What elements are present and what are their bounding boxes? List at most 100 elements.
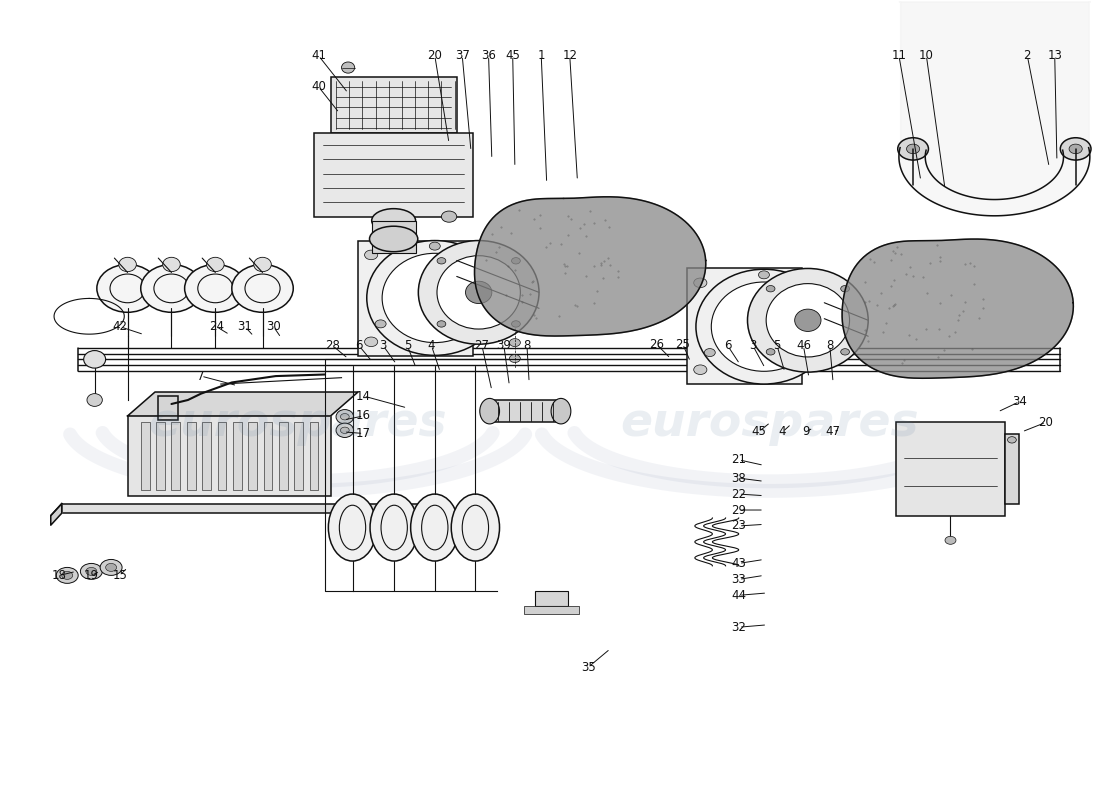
Bar [358,241,473,356]
Bar [331,77,456,133]
Ellipse shape [1069,144,1082,154]
Ellipse shape [336,423,353,438]
Text: 10: 10 [918,49,934,62]
Ellipse shape [551,398,571,424]
Ellipse shape [509,338,520,346]
Bar [895,422,1005,516]
Text: 17: 17 [356,427,371,440]
Text: 31: 31 [238,320,252,333]
Ellipse shape [480,398,499,424]
Text: 9: 9 [802,426,810,438]
Text: 6: 6 [724,339,732,352]
Text: 44: 44 [732,589,746,602]
Text: 15: 15 [112,569,128,582]
Bar [141,422,150,490]
Ellipse shape [767,284,849,357]
Ellipse shape [370,226,418,252]
Ellipse shape [704,349,715,357]
Bar [62,504,435,514]
Ellipse shape [62,571,73,579]
Ellipse shape [840,286,849,292]
Text: 1: 1 [538,49,544,62]
Text: 24: 24 [209,320,224,333]
Ellipse shape [1060,138,1091,160]
Bar [128,416,331,496]
Text: 28: 28 [326,339,340,352]
Text: 29: 29 [732,503,746,517]
Ellipse shape [372,209,416,233]
Text: 39: 39 [496,339,512,352]
Ellipse shape [906,144,920,154]
Ellipse shape [437,258,446,264]
Ellipse shape [794,309,821,331]
Text: 36: 36 [481,49,496,62]
Text: 27: 27 [474,339,490,352]
Ellipse shape [375,320,386,328]
Ellipse shape [509,354,520,362]
Text: 26: 26 [649,338,664,350]
Ellipse shape [759,271,769,279]
Bar [688,269,802,384]
Ellipse shape [80,563,102,579]
Text: 3: 3 [379,339,387,352]
Text: 4: 4 [428,339,436,352]
Text: 35: 35 [581,661,596,674]
Ellipse shape [748,269,868,372]
Text: 6: 6 [355,339,363,352]
Ellipse shape [370,494,418,561]
Text: 20: 20 [1038,416,1054,429]
Text: 47: 47 [826,426,840,438]
Ellipse shape [86,567,97,575]
Text: 11: 11 [891,49,906,62]
Bar [218,422,227,490]
Ellipse shape [141,265,202,312]
Ellipse shape [703,282,786,370]
Bar [1005,434,1019,505]
Ellipse shape [329,494,376,561]
Ellipse shape [84,350,106,368]
Ellipse shape [465,282,492,303]
Text: 42: 42 [112,320,128,333]
Bar [310,422,319,490]
Ellipse shape [437,321,446,327]
Text: 19: 19 [84,569,99,582]
Ellipse shape [185,265,246,312]
Ellipse shape [340,414,349,420]
Text: 5: 5 [773,339,781,352]
Text: 8: 8 [826,339,834,352]
Text: 22: 22 [732,487,746,501]
Text: 46: 46 [796,339,811,352]
Text: 41: 41 [311,49,326,62]
Ellipse shape [782,278,795,287]
Ellipse shape [945,536,956,544]
Text: 14: 14 [356,390,371,402]
Bar [172,422,180,490]
Ellipse shape [767,349,775,355]
Text: 12: 12 [562,49,578,62]
Text: 13: 13 [1047,49,1063,62]
Text: 45: 45 [505,49,520,62]
Text: 4: 4 [779,426,786,438]
Ellipse shape [767,286,775,292]
Text: 21: 21 [732,454,746,466]
Bar [372,221,416,253]
Text: 8: 8 [524,339,530,352]
Ellipse shape [119,258,136,272]
Text: 38: 38 [732,472,746,485]
Bar [264,422,273,490]
Ellipse shape [898,138,928,160]
Text: 5: 5 [404,339,411,352]
Bar [202,422,211,490]
Text: 43: 43 [732,557,746,570]
Bar [187,422,196,490]
Text: 45: 45 [751,426,766,438]
Ellipse shape [1008,437,1016,443]
Ellipse shape [451,494,499,561]
Ellipse shape [484,320,494,328]
Bar [158,396,178,420]
Text: 32: 32 [732,621,746,634]
Text: 18: 18 [52,569,67,582]
Bar [315,133,473,217]
Ellipse shape [782,365,795,374]
Text: 3: 3 [749,339,757,352]
